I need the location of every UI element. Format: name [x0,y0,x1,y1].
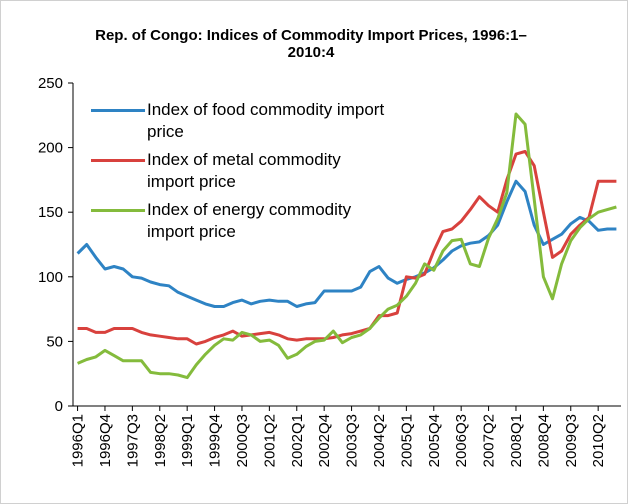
x-tick-label: 2002Q4 [316,414,333,467]
x-tick-label: 1998Q2 [152,414,169,467]
series-line [76,179,617,308]
series-line [77,112,617,380]
x-tick-label: 2009Q3 [563,414,580,467]
y-tick-label: 250 [38,75,63,92]
legend-label: Index of metal commodity import price [147,150,341,191]
x-tick-label: 1996Q1 [70,414,87,467]
y-tick-label: 200 [38,140,63,157]
y-tick-label: 100 [38,269,63,286]
y-tick-label: 150 [38,204,63,221]
legend: Index of food commodity import price Inde… [91,99,387,249]
x-tick-label: 2004Q2 [371,414,388,467]
legend-swatch [91,109,145,112]
x-tick-label: 2003Q3 [344,414,361,467]
x-tick-label: 1997Q3 [124,414,141,467]
legend-label: Index of food commodity import price [147,100,385,141]
x-tick-label: 2007Q2 [481,414,498,467]
legend-label: Index of energy commodity import price [147,200,352,241]
legend-swatch [91,209,145,212]
x-tick-label: 1999Q1 [179,414,196,467]
y-tick-label: 0 [55,398,63,415]
x-tick-label: 1996Q4 [97,414,114,467]
x-tick-label: 2008Q4 [535,414,552,467]
x-tick-label: 2008Q1 [508,414,525,467]
legend-swatch [91,159,145,162]
x-tick-label: 2001Q2 [261,414,278,467]
y-tick-label: 50 [46,333,63,350]
x-tick-label: 2005Q1 [398,414,415,467]
legend-item: Index of food commodity import price [91,99,387,143]
x-tick-label: 1999Q4 [207,414,224,467]
x-tick-label: 2010Q2 [590,414,607,467]
x-tick-label: 2006Q3 [453,414,470,467]
x-tick-label: 2002Q1 [289,414,306,467]
series-line [77,150,617,346]
x-tick-label: 2005Q4 [426,414,443,467]
legend-item: Index of energy commodity import price [91,199,387,243]
chart-title: Rep. of Congo: Indices of Commodity Impo… [95,27,527,61]
legend-item: Index of metal commodity import price [91,149,387,193]
x-tick-label: 2000Q3 [234,414,251,467]
